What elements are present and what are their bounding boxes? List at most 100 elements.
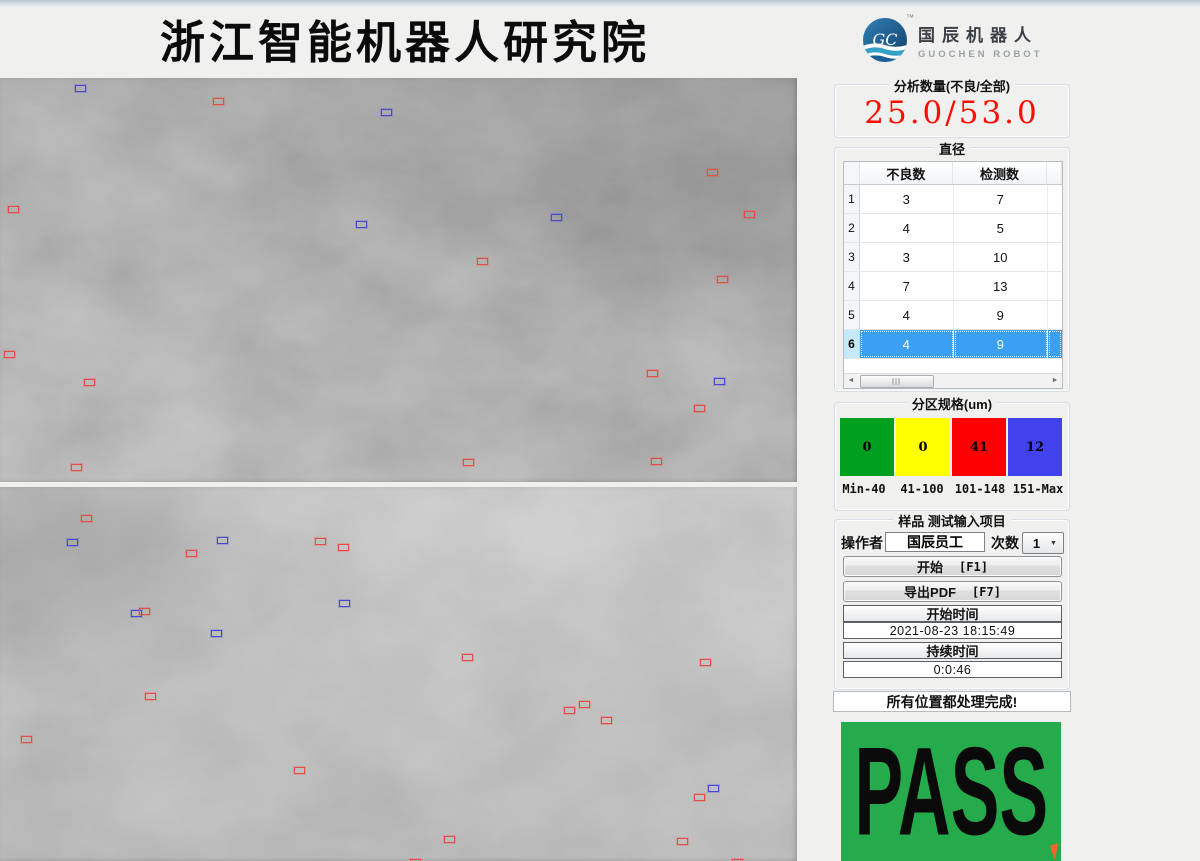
diameter-table[interactable]: 不良数 检测数 1 3 7 2 4 5 3 3 10 4 7 13 5 4 9 6 4 9 ◄ ►	[843, 161, 1063, 389]
count-select[interactable]: 1 ▼	[1022, 532, 1064, 554]
column-header: 不良数	[860, 162, 953, 184]
result-text: PASS	[854, 722, 1048, 861]
defect-marker-blue	[381, 109, 392, 116]
table-cell: 10	[954, 243, 1049, 271]
table-cell: 9	[953, 330, 1049, 358]
operator-label: 操作者	[841, 535, 883, 551]
analysis-count-value: 25.0/53.0	[864, 95, 1040, 131]
defect-marker-red	[338, 544, 349, 551]
defect-marker-red	[651, 458, 662, 465]
analysis-count-groupbox: 分析数量(不良/全部) 25.0/53.0	[834, 76, 1070, 138]
defect-marker-red	[444, 836, 455, 843]
scrollbar-thumb[interactable]	[860, 375, 934, 388]
defect-marker-red	[186, 550, 197, 557]
defect-marker-blue	[211, 630, 222, 637]
zone-range-label: 101-148	[954, 482, 1006, 496]
table-hscrollbar[interactable]: ◄ ►	[844, 373, 1062, 388]
company-logo: GC ™ 国辰机器人 GUOCHEN ROBOT	[858, 13, 1058, 67]
zone-count-box: 41	[952, 418, 1006, 476]
diameter-groupbox: 直径 不良数 检测数 1 3 7 2 4 5 3 3 10 4 7 13 5 4 9 6 4 9 ◄ ►	[834, 139, 1070, 392]
table-cell	[1048, 243, 1062, 271]
scroll-right-icon[interactable]: ►	[1051, 377, 1059, 384]
table-cell: 2	[844, 214, 860, 242]
table-cell	[1048, 185, 1062, 213]
diameter-table-header: 不良数 检测数	[844, 162, 1062, 185]
table-cell: 6	[844, 330, 860, 358]
column-header	[1047, 162, 1062, 184]
zone-range-label: 41-100	[900, 482, 944, 496]
defect-marker-red	[21, 736, 32, 743]
chevron-down-icon: ▼	[1050, 539, 1057, 547]
scrollbar-track[interactable]	[858, 374, 1048, 388]
defect-marker-blue	[708, 785, 719, 792]
table-cell: 7	[954, 185, 1049, 213]
svg-text:GC: GC	[872, 30, 897, 49]
logo-name-en: GUOCHEN ROBOT	[918, 49, 1043, 60]
column-header: 检测数	[953, 162, 1048, 184]
table-cell: 1	[844, 185, 860, 213]
table-cell	[1048, 214, 1062, 242]
defect-marker-red	[647, 370, 658, 377]
defect-marker-red	[744, 211, 755, 218]
status-message: 所有位置都处理完成!	[833, 691, 1071, 712]
defect-marker-red	[694, 405, 705, 412]
defect-marker-red	[601, 717, 612, 724]
camera-image-2	[0, 487, 797, 861]
scroll-left-icon[interactable]: ◄	[847, 377, 855, 384]
defect-marker-red	[213, 98, 224, 105]
zone-count-box: 12	[1008, 418, 1062, 476]
table-cell: 4	[860, 214, 954, 242]
defect-marker-red	[732, 859, 743, 861]
diameter-table-body: 1 3 7 2 4 5 3 3 10 4 7 13 5 4 9 6 4 9	[844, 185, 1062, 359]
export-pdf-button[interactable]: 导出PDF [F7]	[843, 581, 1062, 602]
defect-marker-red	[71, 464, 82, 471]
result-indicator: PASS	[841, 722, 1061, 861]
table-cell: 3	[860, 243, 954, 271]
defect-marker-red	[700, 659, 711, 666]
count-value: 1	[1032, 535, 1041, 551]
trademark-symbol: ™	[906, 13, 914, 22]
table-cell: 4	[860, 301, 954, 329]
table-cell: 7	[860, 272, 954, 300]
start-time-header: 开始时间	[843, 605, 1062, 622]
window-top-edge	[0, 0, 1200, 8]
defect-marker-blue	[217, 537, 228, 544]
defect-marker-red	[410, 859, 421, 861]
start-time-value: 2021-08-23 18:15:49	[843, 622, 1062, 639]
camera-image-1-texture	[0, 78, 797, 482]
zone-count-box: 0	[840, 418, 894, 476]
camera-image-1	[0, 78, 797, 482]
defect-marker-blue	[551, 214, 562, 221]
sample-input-title: 样品 测试输入项目	[893, 511, 1011, 530]
zone-range-label: 151-Max	[1012, 482, 1064, 496]
table-cell: 5	[844, 301, 860, 329]
table-row[interactable]: 4 7 13	[844, 272, 1062, 301]
defect-marker-blue	[75, 85, 86, 92]
defect-marker-red	[677, 838, 688, 845]
table-cell: 13	[954, 272, 1049, 300]
diameter-title: 直径	[933, 139, 971, 158]
camera-image-2-texture	[0, 487, 797, 861]
zone-spec-title: 分区规格(um)	[906, 394, 998, 413]
table-cell: 4	[859, 330, 954, 358]
start-button[interactable]: 开始 [F1]	[843, 556, 1062, 577]
page-title: 浙江智能机器人研究院	[159, 16, 650, 69]
defect-marker-red	[463, 459, 474, 466]
defect-marker-red	[81, 515, 92, 522]
zone-count-box: 0	[896, 418, 950, 476]
column-header	[844, 162, 860, 184]
defect-marker-red	[294, 767, 305, 774]
defect-marker-red	[579, 701, 590, 708]
operator-input[interactable]	[885, 532, 985, 552]
table-cell: 9	[954, 301, 1049, 329]
table-cell: 3	[844, 243, 860, 271]
table-row[interactable]: 3 3 10	[844, 243, 1062, 272]
defect-marker-red	[315, 538, 326, 545]
duration-value: 0:0:46	[843, 661, 1062, 678]
defect-marker-red	[564, 707, 575, 714]
table-cell	[1048, 301, 1062, 329]
